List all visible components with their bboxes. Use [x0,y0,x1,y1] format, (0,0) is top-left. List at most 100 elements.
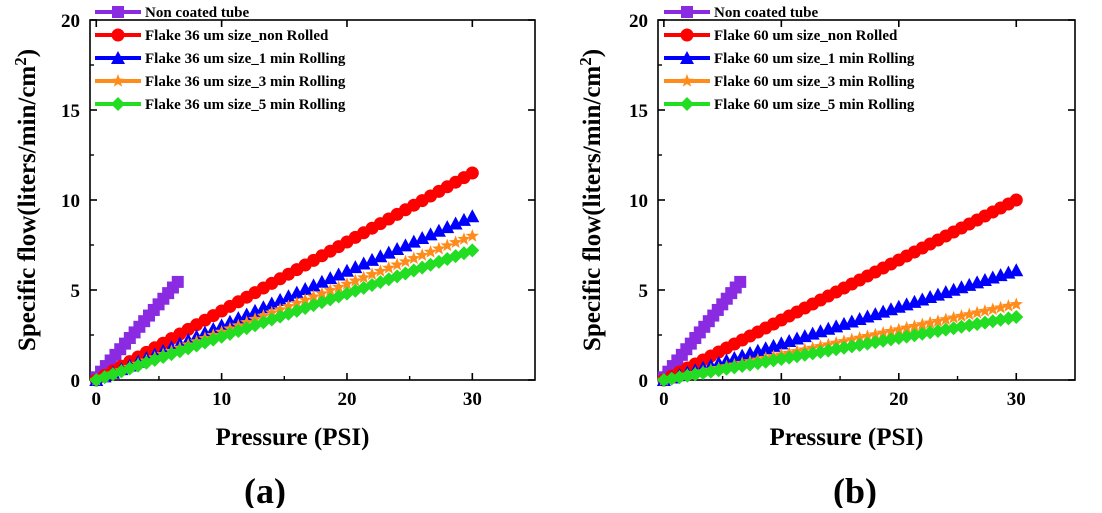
data-point [348,273,362,287]
data-point [256,300,271,314]
x-tick-label: 0 [659,389,669,410]
legend-entry-4: Flake 60 um size_5 min Rolling [664,97,915,113]
legend-entry-4: Flake 36 um size_5 min Rolling [95,97,346,113]
data-point [1009,263,1024,277]
data-point [415,231,430,245]
panel-label: (a) [244,471,286,508]
data-point [923,315,937,329]
data-point [465,209,480,223]
legend-label: Flake 36 um size_5 min Rolling [145,97,346,113]
data-point [432,241,446,255]
data-point [306,289,321,303]
data-point [946,310,961,324]
legend-entry-3: Flake 36 um size_3 min Rolling [95,74,346,90]
data-point [398,254,413,268]
legend-marker [680,97,694,111]
legend-entry-1: Flake 36 um size_non Rolled [95,28,329,44]
data-point [398,238,413,252]
data-point [365,252,380,266]
data-point [381,245,396,259]
data-point [171,275,184,288]
data-point [970,305,984,319]
data-point [457,232,471,245]
series-2 [656,263,1024,386]
data-point [331,280,346,293]
data-point [939,312,953,326]
y-tick-label: 10 [629,191,648,212]
data-point [915,317,929,331]
data-point [390,241,405,255]
legend-label: Flake 36 um size_1 min Rolling [145,51,346,67]
legend-marker [680,28,694,42]
y-axis-label: Specific flow(liters/min/cm2) [11,49,41,351]
data-point [273,292,288,306]
y-tick-label: 5 [639,281,649,302]
series-4 [656,310,1024,387]
data-point [465,229,479,242]
data-point [357,270,371,284]
legend-marker [111,51,125,64]
y-tick-label: 15 [61,101,80,122]
legend-entry-1: Flake 60 um size_non Rolled [664,28,898,44]
data-point [248,303,263,317]
data-point [440,252,455,267]
legend-entry-0: Non coated tube [664,5,819,21]
data-point [390,257,404,271]
data-point [331,267,346,281]
data-point [456,212,471,226]
data-point [214,318,229,332]
data-point [962,307,976,321]
data-point [323,283,337,297]
legend-label: Flake 36 um size_3 min Rolling [145,74,346,90]
data-point [264,296,279,310]
y-tick-label: 20 [61,11,80,32]
data-point [406,234,421,248]
data-point [993,300,1008,314]
x-tick-label: 10 [772,389,791,410]
data-point [884,324,898,337]
x-tick-label: 10 [212,389,231,410]
data-point [899,320,914,334]
data-point [365,267,379,281]
y-tick-label: 5 [71,281,81,302]
data-point [1009,310,1024,324]
legend-marker [680,51,694,64]
y-tick-label: 0 [639,371,649,392]
data-point [876,325,890,339]
data-point [868,327,882,341]
legend-label: Flake 60 um size_non Rolled [714,28,898,44]
data-point [734,275,747,288]
legend-marker [681,6,693,18]
x-tick-label: 20 [337,389,356,410]
legend-marker [111,74,125,87]
data-point [290,296,304,309]
legend-marker [111,97,125,111]
data-point [954,309,969,322]
series-1 [657,193,1023,387]
data-point [907,319,922,332]
legend-label: Flake 60 um size_3 min Rolling [714,74,915,90]
legend-entry-2: Flake 60 um size_1 min Rolling [664,51,915,67]
x-tick-label: 30 [1007,389,1026,410]
data-point [423,245,438,258]
data-point [986,302,1000,316]
data-point [306,278,321,292]
y-tick-label: 0 [71,371,81,392]
x-axis-label: Pressure (PSI) [216,424,370,451]
data-point [1009,193,1023,207]
series-0 [90,275,184,384]
data-point [440,220,455,234]
data-point [465,243,480,258]
legend-label: Flake 60 um size_5 min Rolling [714,97,915,113]
data-point [356,256,371,270]
data-point [314,274,329,288]
data-point [431,223,446,237]
data-point [315,286,329,300]
data-point [1001,299,1016,312]
data-point [281,289,296,303]
y-axis-label: Specific flow(liters/min/cm2) [576,49,606,351]
data-point [256,309,271,322]
series-4 [89,243,480,387]
data-point [281,299,296,313]
